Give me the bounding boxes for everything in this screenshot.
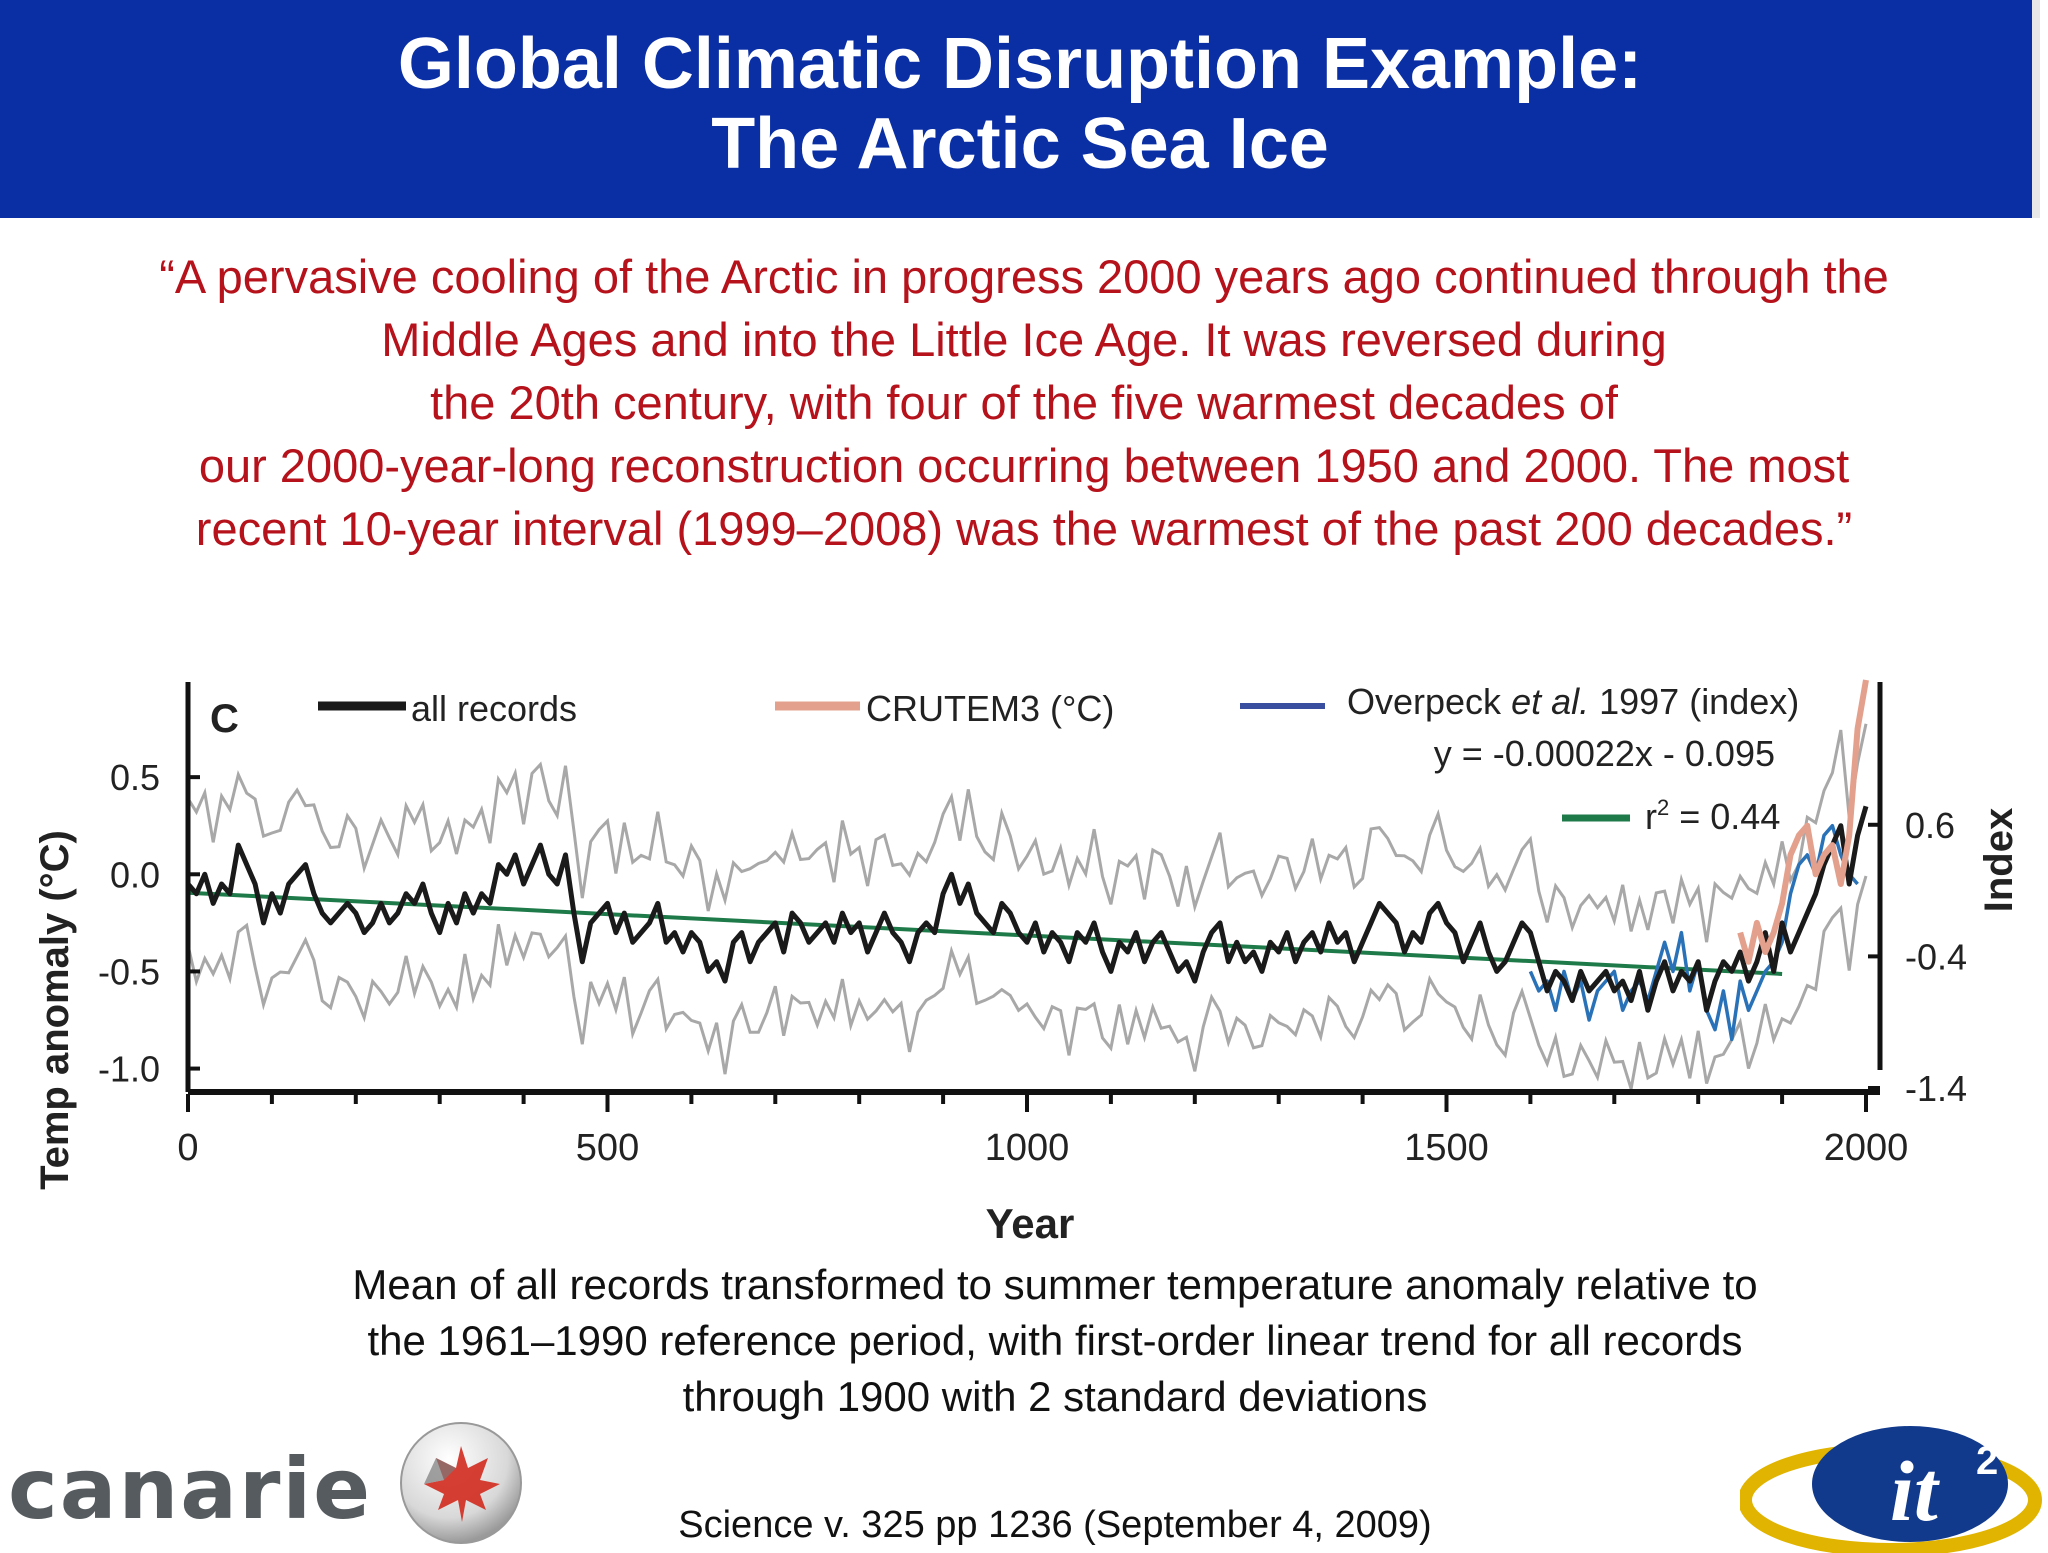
overpeck-layer [1528,823,1859,1042]
y-tick-label: 0.5 [110,757,160,798]
all-records-series-line [186,805,1869,1013]
legend-label-overpeck: Overpeck et al. 1997 (index) [1347,681,1799,722]
figure-caption: Mean of all records transformed to summe… [0,1257,2048,1425]
axis-layer: 0.5 0.0 -0.5 -1.0 0.6 -0.4 -1.4 0 500 1000 1500 200… [98,682,1967,1169]
citation: Science v. 325 pp 1236 (September 4, 200… [678,1504,1432,1546]
temperature-chart: 0.5 0.0 -0.5 -1.0 0.6 -0.4 -1.4 0 500 1000 1500 200… [33,679,2021,1247]
legend-label-crutem3: CRUTEM3 (°C) [866,688,1114,729]
y-tick-label: 0.0 [110,854,160,895]
y2-tick-label: 0.6 [1905,805,1955,846]
x-tick-label: 0 [177,1127,198,1169]
all-records-layer [186,805,1869,1013]
crutem3-layer [1737,679,1869,965]
caption-line: the 1961–1990 reference period, with fir… [367,1317,1743,1364]
canarie-maple-leaf-icon [400,1422,522,1544]
canarie-logo: canarie [8,1440,373,1538]
x-tick-label: 500 [576,1127,639,1169]
quote-block: “A pervasive cooling of the Arctic in pr… [0,245,2048,560]
r-squared-label: r2 = 0.44 [1645,795,1780,837]
slide-title-line-2: The Arctic Sea Ice [711,104,1329,184]
caption-line: through 1900 with 2 standard deviations [682,1373,1428,1420]
panel-label: C [210,697,239,741]
x-tick-label: 2000 [1824,1127,1909,1169]
quote-line: “A pervasive cooling of the Arctic in pr… [159,250,1889,303]
linear-trend-line [187,890,1783,976]
it2-logo-icon: it 2 [1740,1426,2042,1553]
it2-logo-superscript: 2 [1976,1439,1998,1483]
y2-axis-label: Index [1977,808,2021,912]
quote-line: the 20th century, with four of the five … [430,376,1618,429]
legend-label-all-records: all records [411,688,577,729]
crutem3-series-line [1737,679,1869,965]
x-tick-label: 1500 [1404,1127,1489,1169]
trend-layer [187,890,1783,976]
x-axis-label: Year [986,1200,1075,1247]
y2-tick-label: -0.4 [1905,936,1967,977]
it2-logo-text: it [1890,1443,1941,1539]
slide-title-line-1: Global Climatic Disruption Example: [397,24,1643,104]
quote-line: Middle Ages and into the Little Ice Age.… [381,313,1667,366]
uncertainty-band-layer [186,723,1868,1090]
y-tick-label: -0.5 [98,951,160,992]
caption-line: Mean of all records transformed to summe… [352,1261,1758,1308]
y-tick-label: -1.0 [98,1049,160,1090]
upper-2sd-band [186,723,1868,943]
x-tick-label: 1000 [985,1127,1070,1169]
y2-tick-label: -1.4 [1905,1068,1967,1109]
slide-header: Global Climatic Disruption Example: The … [0,0,2040,218]
y-axis-label: Temp anomaly (°C) [33,830,77,1190]
quote-line: recent 10-year interval (1999–2008) was … [195,502,1853,555]
lower-2sd-band [186,875,1868,1090]
quote-line: our 2000-year-long reconstruction occurr… [198,439,1850,492]
legend: all records CRUTEM3 (°C) Overpeck et al.… [318,681,1799,729]
trend-equation: y = -0.00022x - 0.095 [1434,733,1775,774]
overpeck-series-line [1528,823,1859,1042]
